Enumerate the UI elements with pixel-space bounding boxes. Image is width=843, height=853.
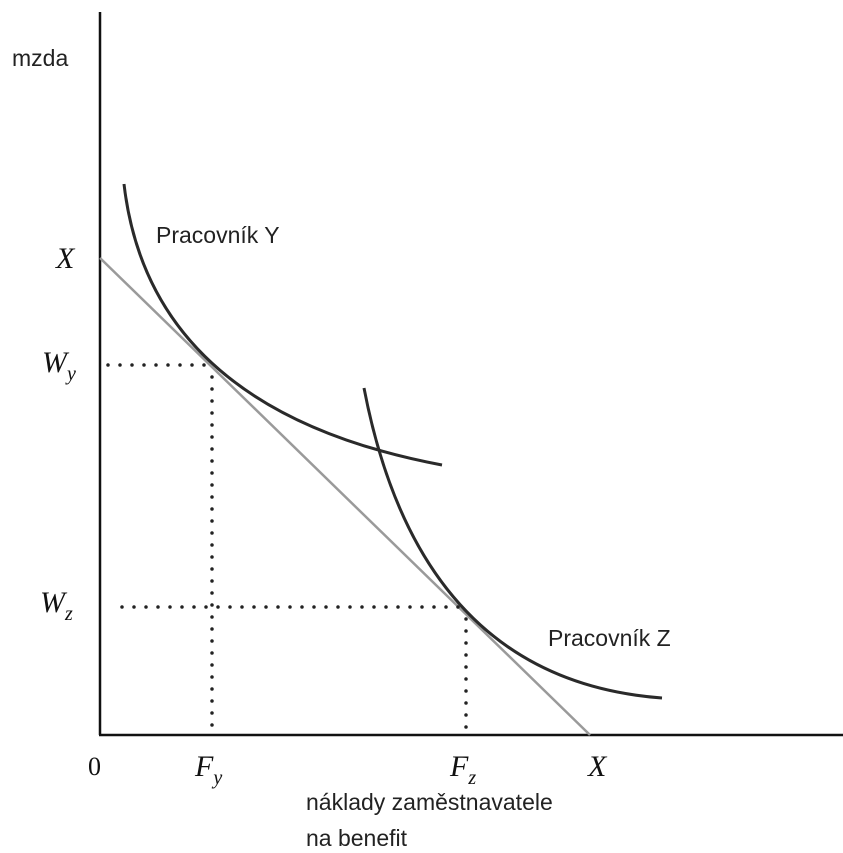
curve-y-label: Pracovník Y [156,222,280,248]
x-axis-label-line1: náklady zaměstnavatele [306,789,553,815]
indifference-curve-y [122,183,443,467]
budget-line [99,257,591,736]
x-intercept-label: X [587,750,608,783]
curve-z-label: Pracovník Z [548,625,671,651]
benefit-label-fy: Fy [194,750,222,789]
origin-label: 0 [88,752,101,781]
benefit-label-fz: Fz [449,750,476,789]
y-axis-label: mzda [12,45,68,71]
y-intercept-label: X [55,242,76,275]
indifference-curve-z [362,387,663,700]
wage-label-wy: Wy [42,346,76,385]
wage-label-wz: Wz [40,586,73,625]
x-axis-label-line2: na benefit [306,825,408,851]
